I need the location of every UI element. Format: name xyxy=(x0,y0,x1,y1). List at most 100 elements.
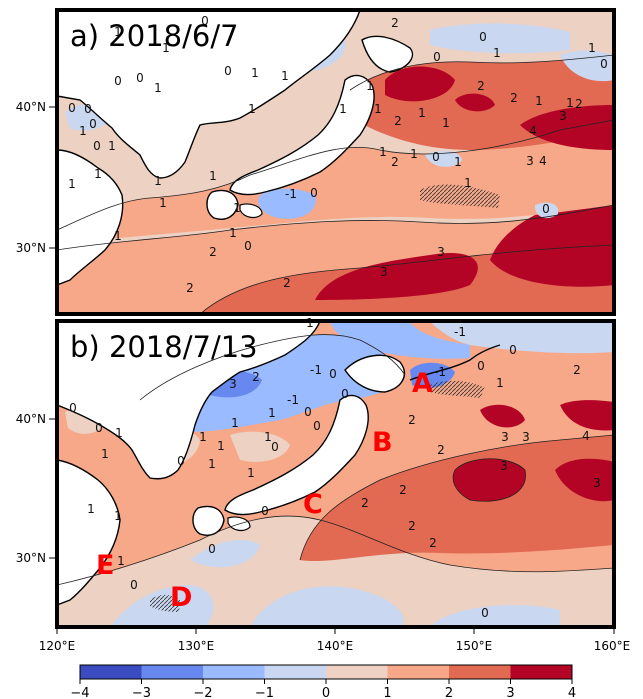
contour-label: 1 xyxy=(162,41,170,55)
contour-label: 1 xyxy=(535,94,543,108)
contour-label: 0 xyxy=(341,387,349,401)
contour-label: 2 xyxy=(477,79,485,93)
contour-label: 4 xyxy=(582,429,590,443)
lat-tick-40-a: 40°N xyxy=(16,100,46,114)
lon-tick-150: 150°E xyxy=(456,639,493,653)
contour-label: -1 xyxy=(310,363,322,377)
contour-label: 3 xyxy=(501,430,509,444)
colorbar-tick-label: −2 xyxy=(193,686,212,699)
contour-label: 1 xyxy=(247,466,255,480)
contour-label: 3 xyxy=(437,245,445,259)
colorbar-cell xyxy=(510,665,573,679)
contour-label: 3 xyxy=(380,265,388,279)
contour-label: 1 xyxy=(251,66,259,80)
contour-label: 3 xyxy=(559,109,567,123)
region-marker-b: B xyxy=(372,427,393,458)
colorbar-tick-label: 0 xyxy=(322,686,330,699)
contour-label: 0 xyxy=(329,367,337,381)
region-marker-a: A xyxy=(412,368,433,399)
contour-label: 0 xyxy=(177,454,185,468)
contour-label: 3 xyxy=(522,430,530,444)
colorbar-cell xyxy=(141,665,204,679)
contour-label: 1 xyxy=(268,406,276,420)
contour-label: 1 xyxy=(306,316,314,330)
region-marker-c: C xyxy=(303,489,323,520)
colorbar-cell xyxy=(387,665,450,679)
contour-label: 2 xyxy=(361,496,369,510)
contour-label: 0 xyxy=(244,239,252,253)
contour-label: 0 xyxy=(433,50,441,64)
contour-label: 0 xyxy=(130,578,138,592)
contour-label: 1 xyxy=(454,155,462,169)
contour-label: 4 xyxy=(529,124,537,138)
contour-label: 2 xyxy=(399,483,407,497)
contour-label: 2 xyxy=(283,276,291,290)
latitude-axis: 40°N 30°N 40°N 30°N xyxy=(16,100,57,565)
contour-label: 0 xyxy=(68,101,76,115)
contour-label: 2 xyxy=(394,114,402,128)
contour-label: 0 xyxy=(600,57,608,71)
contour-label: 0 xyxy=(481,606,489,620)
contour-label: 2 xyxy=(186,281,194,295)
contour-label: 2 xyxy=(391,155,399,169)
lon-tick-160: 160°E xyxy=(594,639,631,653)
contour-label: 2 xyxy=(429,536,437,550)
colorbar-cell xyxy=(326,665,388,679)
contour-label: 1 xyxy=(493,46,501,60)
lon-tick-140: 140°E xyxy=(317,639,354,653)
contour-label: 1 xyxy=(217,439,225,453)
lon-tick-120: 120°E xyxy=(39,639,76,653)
contour-label: 1 xyxy=(199,430,207,444)
contour-label: 1 xyxy=(115,426,123,440)
region-marker-e: E xyxy=(96,550,114,581)
contour-label: 1 xyxy=(114,25,122,39)
contour-label: 3 xyxy=(526,154,534,168)
contour-label: 3 xyxy=(229,377,237,391)
colorbar-tick-label: 4 xyxy=(568,686,576,699)
contour-label: 1 xyxy=(379,145,387,159)
lat-tick-30-b: 30°N xyxy=(16,551,46,565)
contour-label: 2 xyxy=(391,16,399,30)
contour-label: 0 xyxy=(477,359,485,373)
contour-label: 1 xyxy=(68,177,76,191)
panel-a-frame xyxy=(55,8,616,316)
contour-label: 2 xyxy=(408,413,416,427)
contour-label: 1 xyxy=(87,502,95,516)
colorbar-tick-label: −3 xyxy=(132,686,151,699)
contour-label: -1 xyxy=(285,187,297,201)
contour-label: 1 xyxy=(233,201,241,215)
contour-label: 1 xyxy=(231,416,239,430)
contour-label: -1 xyxy=(434,365,446,379)
contour-label: 0 xyxy=(261,504,269,518)
contour-label: 0 xyxy=(89,117,97,131)
longitude-axis: 120°E 130°E 140°E 150°E 160°E xyxy=(39,627,631,653)
contour-label: 0 xyxy=(271,440,279,454)
contour-label: 1 xyxy=(117,554,125,568)
contour-label: 1 xyxy=(79,124,87,138)
contour-label: 1 xyxy=(209,169,217,183)
contour-label: 1 xyxy=(281,69,289,83)
lat-tick-40-b: 40°N xyxy=(16,412,46,426)
contour-label: -1 xyxy=(287,393,299,407)
contour-label: 1 xyxy=(208,457,216,471)
colorbar-tick-label: 3 xyxy=(506,686,514,699)
contour-label: 0 xyxy=(208,542,216,556)
contour-label: 1 xyxy=(94,167,102,181)
contour-label: 1 xyxy=(566,96,574,110)
contour-label: 0 xyxy=(136,71,144,85)
contour-label: 0 xyxy=(304,405,312,419)
contour-label: 1 xyxy=(366,79,374,93)
contour-label: 1 xyxy=(114,509,122,523)
contour-label: 1 xyxy=(101,447,109,461)
contour-label: 1 xyxy=(418,106,426,120)
colorbar-cell xyxy=(264,665,327,679)
colorbar: −4 −3 −2 −1 0 1 2 3 4 xyxy=(70,664,576,699)
contour-label: 3 xyxy=(500,459,508,473)
contour-label: 2 xyxy=(510,91,518,105)
colorbar-cell xyxy=(449,665,511,679)
contour-label: 1 xyxy=(108,139,116,153)
contour-label: -1 xyxy=(454,325,466,339)
